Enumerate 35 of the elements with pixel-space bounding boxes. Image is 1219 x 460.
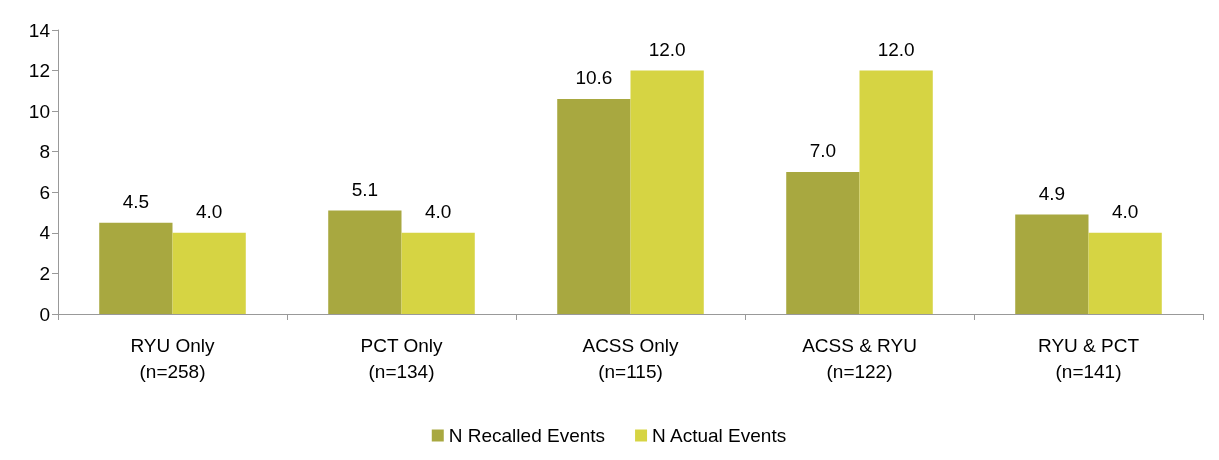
data-label: 4.0 xyxy=(424,200,452,222)
y-tick-label: 4 xyxy=(39,222,51,244)
bar xyxy=(859,70,933,314)
y-tick-label: 10 xyxy=(28,100,50,122)
x-tick-label: PCT Only (n=134) xyxy=(360,334,443,382)
bar xyxy=(786,172,860,314)
data-label: 12.0 xyxy=(877,38,915,60)
y-tick-label: 8 xyxy=(39,141,50,163)
data-label: 12.0 xyxy=(648,38,686,60)
y-tick-label: 2 xyxy=(39,262,50,284)
y-tick-label: 6 xyxy=(39,181,50,203)
bar xyxy=(328,210,402,314)
x-tick-label: RYU & PCT (n=141) xyxy=(1037,334,1140,382)
data-label: 5.1 xyxy=(351,178,379,200)
legend-label: N Actual Events xyxy=(652,425,787,446)
y-tick-label: 14 xyxy=(28,19,51,41)
legend-label: N Recalled Events xyxy=(448,425,606,446)
bar xyxy=(99,222,173,314)
bar xyxy=(1088,232,1162,314)
data-label: 4.0 xyxy=(195,200,223,222)
data-label: 7.0 xyxy=(809,140,837,161)
bar xyxy=(172,232,246,314)
data-label: 4.9 xyxy=(1038,182,1066,204)
data-label: 4.5 xyxy=(122,190,150,212)
bar xyxy=(630,70,704,314)
data-label: 4.0 xyxy=(1111,200,1139,222)
x-tick-label: ACSS Only (n=115) xyxy=(582,334,680,382)
x-tick-label: ACSS & RYU (n=122) xyxy=(802,334,917,382)
bar xyxy=(557,98,631,314)
bar xyxy=(1015,214,1089,314)
data-label: 10.6 xyxy=(575,66,613,88)
x-tick-label: RYU Only (n=258) xyxy=(130,334,216,382)
bar xyxy=(401,232,475,314)
y-tick-label: 0 xyxy=(39,303,50,325)
y-tick-label: 12 xyxy=(28,60,50,82)
